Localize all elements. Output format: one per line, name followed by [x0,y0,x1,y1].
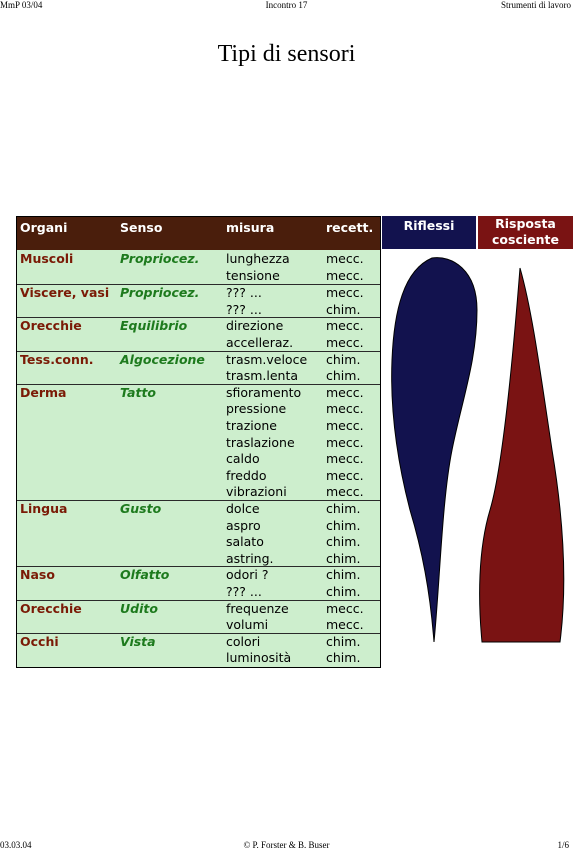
col-organi: Organi [20,220,68,235]
col-recett: recett. [326,220,374,235]
receptor-cell: mecc. [326,401,364,417]
organ-label: Derma [20,384,67,400]
receptor-cell: chim. [326,633,361,649]
footer-right: 1/6 [557,840,569,850]
measure-cell: odori ? [226,567,269,583]
organ-label: Muscoli [20,251,74,266]
risposta-header: Risposta cosciente [478,216,573,249]
risposta-shape [479,267,565,643]
measure-cell: caldo [226,451,260,467]
measure-cell: colori [226,633,261,649]
measure-cell: trasm.lenta [226,368,299,384]
measure-cell: trazione [226,417,277,433]
table-group: Occhi Vista colori chim. luminosità chim. [17,632,380,667]
measure-cell: lunghezza [226,251,290,266]
measure-cell: traslazione [226,434,295,450]
receptor-cell: chim. [326,517,361,533]
organ-label: Orecchie [20,318,82,334]
receptor-cell: mecc. [326,617,364,633]
riflessi-header: Riflessi [382,216,476,249]
receptor-cell: mecc. [326,434,364,450]
table-group: Lingua Gusto dolce chim. aspro chim. salato chi… [17,500,380,567]
receptor-cell: chim. [326,301,361,317]
receptor-cell: chim. [326,567,361,583]
table-group: Orecchie Equilibrio direzione mecc. acceller… [17,317,380,351]
measure-cell: tensione [226,267,280,283]
measure-cell: pressione [226,401,287,417]
table-group: Tess.conn. Algocezione trasm.veloce chim. tr… [17,350,380,385]
measure-cell: direzione [226,318,284,334]
receptor-cell: mecc. [326,451,364,467]
page-title: Tipi di sensori [217,41,356,67]
measure-cell: volumi [226,617,269,633]
measure-cell: luminosità [226,650,292,666]
measure-cell: freddo [226,467,267,483]
senso-label: Propriocez. [120,251,200,266]
receptor-cell: chim. [326,368,361,384]
response-shapes [391,257,565,643]
receptor-cell: chim. [326,550,361,566]
senso-label: Olfatto [120,567,170,583]
measure-cell: accelleraz. [226,334,294,350]
receptor-cell: chim. [326,534,361,550]
header-left: MmP 03/04 [0,0,43,10]
receptor-cell: mecc. [326,267,364,283]
table-header: Organi Senso misura recett. [17,217,380,250]
organ-label: Viscere, vasi [20,285,110,301]
receptor-cell: mecc. [326,251,364,266]
header-right: Strumenti di lavoro [501,0,571,10]
measure-cell: aspro [226,517,261,533]
receptor-cell: mecc. [326,285,364,301]
senso-label: Algocezione [120,351,205,367]
organ-label: Naso [20,567,55,583]
organ-label: Occhi [20,633,59,649]
measure-cell: trasm.veloce [226,351,308,367]
receptor-cell: chim. [326,501,361,516]
senso-label: Equilibrio [120,318,188,334]
receptor-cell: mecc. [326,600,364,616]
table-group: Derma Tatto sfioramento mecc. pressione mecc.… [17,383,380,501]
table-group: Naso Olfatto odori ? chim. ??? ... chim. [17,566,380,600]
measure-cell: ??? ... [226,583,262,599]
organ-label: Tess.conn. [20,351,94,367]
measure-cell: salato [226,534,264,550]
measure-cell: ??? ... [226,285,262,301]
measure-cell: dolce [226,501,260,516]
header-center: Incontro 17 [265,0,308,10]
measure-cell: sfioramento [226,384,302,400]
risposta-label-1: Risposta [495,216,556,231]
receptor-cell: mecc. [326,334,364,350]
receptor-cell: mecc. [326,384,364,400]
col-misura: misura [226,220,275,235]
receptor-cell: chim. [326,351,361,367]
footer-center: © P. Forster & B. Buser [243,840,330,850]
measure-cell: ??? ... [226,301,262,317]
senso-label: Tatto [120,384,157,400]
measure-cell: frequenze [226,600,289,616]
senso-label: Vista [120,633,156,649]
measure-cell: vibrazioni [226,484,287,500]
senso-label: Udito [120,600,158,616]
footer-left: 03.03.04 [0,840,32,850]
receptor-cell: chim. [326,650,361,666]
senso-label: Propriocez. [120,285,200,301]
receptor-cell: mecc. [326,318,364,334]
organ-label: Lingua [20,501,68,516]
receptor-cell: mecc. [326,417,364,433]
receptor-cell: mecc. [326,467,364,483]
table-group: Viscere, vasi Propriocez. ??? ... mecc. ??? … [17,284,380,318]
receptor-cell: chim. [326,583,361,599]
organ-label: Orecchie [20,600,82,616]
table-group: Muscoli Propriocez. lunghezza mecc. tensione… [17,251,380,284]
riflessi-shape [391,257,478,643]
col-senso: Senso [120,220,163,235]
sensor-table: Organi Senso misura recett. Muscoli Propr… [16,216,381,668]
senso-label: Gusto [120,501,162,516]
measure-cell: astring. [226,550,274,566]
table-group: Orecchie Udito frequenze mecc. volumi mecc. [17,599,380,634]
receptor-cell: mecc. [326,484,364,500]
risposta-label-2: cosciente [492,232,559,247]
